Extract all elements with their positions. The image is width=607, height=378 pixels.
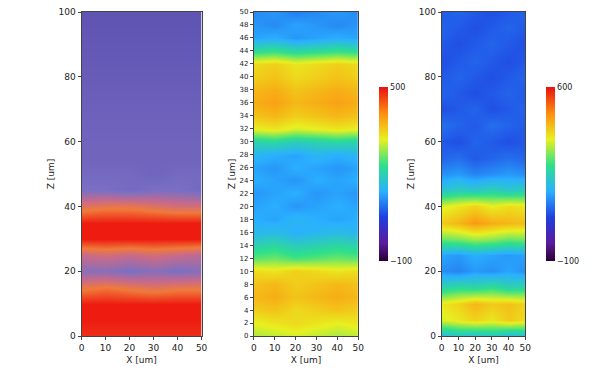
svg-text:16: 16 xyxy=(239,229,248,237)
svg-text:20: 20 xyxy=(64,266,76,276)
svg-text:28: 28 xyxy=(239,151,248,159)
svg-text:80: 80 xyxy=(64,72,76,82)
svg-text:30: 30 xyxy=(486,343,498,353)
svg-text:30: 30 xyxy=(311,343,323,353)
svg-text:600: 600 xyxy=(557,83,572,92)
svg-text:0: 0 xyxy=(79,343,85,353)
svg-text:20: 20 xyxy=(239,203,248,211)
svg-text:8: 8 xyxy=(244,281,248,289)
svg-text:2: 2 xyxy=(244,319,248,327)
svg-text:0: 0 xyxy=(439,343,445,353)
svg-text:0: 0 xyxy=(244,332,248,340)
svg-text:100: 100 xyxy=(59,7,76,17)
svg-text:36: 36 xyxy=(239,99,248,107)
svg-text:Z [um]: Z [um] xyxy=(227,159,237,190)
svg-text:Z [um]: Z [um] xyxy=(46,159,56,190)
svg-text:40: 40 xyxy=(424,202,436,212)
svg-text:30: 30 xyxy=(148,343,160,353)
svg-text:0: 0 xyxy=(70,331,76,341)
svg-text:500: 500 xyxy=(390,83,405,92)
svg-text:20: 20 xyxy=(469,343,481,353)
svg-text:34: 34 xyxy=(239,112,248,120)
svg-text:50: 50 xyxy=(239,8,248,16)
svg-text:40: 40 xyxy=(172,343,184,353)
svg-text:32: 32 xyxy=(239,125,248,133)
svg-text:−100: −100 xyxy=(557,257,579,266)
svg-text:22: 22 xyxy=(239,190,248,198)
svg-text:20: 20 xyxy=(290,343,302,353)
svg-text:50: 50 xyxy=(520,343,532,353)
svg-text:80: 80 xyxy=(424,72,436,82)
svg-text:50: 50 xyxy=(352,343,364,353)
svg-text:0: 0 xyxy=(251,343,257,353)
svg-text:20: 20 xyxy=(124,343,136,353)
svg-text:60: 60 xyxy=(424,137,436,147)
svg-text:40: 40 xyxy=(503,343,515,353)
svg-text:40: 40 xyxy=(64,202,76,212)
svg-text:40: 40 xyxy=(239,73,248,81)
svg-text:100: 100 xyxy=(419,7,436,17)
svg-text:48: 48 xyxy=(239,21,248,29)
svg-text:46: 46 xyxy=(239,34,248,42)
svg-text:50: 50 xyxy=(196,343,208,353)
svg-text:20: 20 xyxy=(424,266,436,276)
svg-text:42: 42 xyxy=(239,60,248,68)
svg-text:10: 10 xyxy=(100,343,112,353)
svg-text:X [um]: X [um] xyxy=(468,355,499,365)
svg-text:40: 40 xyxy=(332,343,344,353)
svg-text:X [um]: X [um] xyxy=(291,355,322,365)
svg-text:10: 10 xyxy=(239,268,248,276)
svg-text:4: 4 xyxy=(244,307,249,315)
svg-text:10: 10 xyxy=(453,343,465,353)
svg-text:−100: −100 xyxy=(390,257,412,266)
svg-text:60: 60 xyxy=(64,137,76,147)
svg-text:6: 6 xyxy=(244,294,249,302)
svg-text:24: 24 xyxy=(239,177,248,185)
svg-text:30: 30 xyxy=(239,138,248,146)
svg-text:12: 12 xyxy=(239,255,248,263)
svg-text:10: 10 xyxy=(269,343,281,353)
svg-text:26: 26 xyxy=(239,164,248,172)
svg-text:0: 0 xyxy=(430,331,436,341)
svg-text:18: 18 xyxy=(239,216,248,224)
svg-text:X [um]: X [um] xyxy=(126,355,157,365)
svg-text:44: 44 xyxy=(239,47,248,55)
svg-text:38: 38 xyxy=(239,86,248,94)
svg-text:14: 14 xyxy=(239,242,248,250)
svg-text:Z [um]: Z [um] xyxy=(406,159,416,190)
